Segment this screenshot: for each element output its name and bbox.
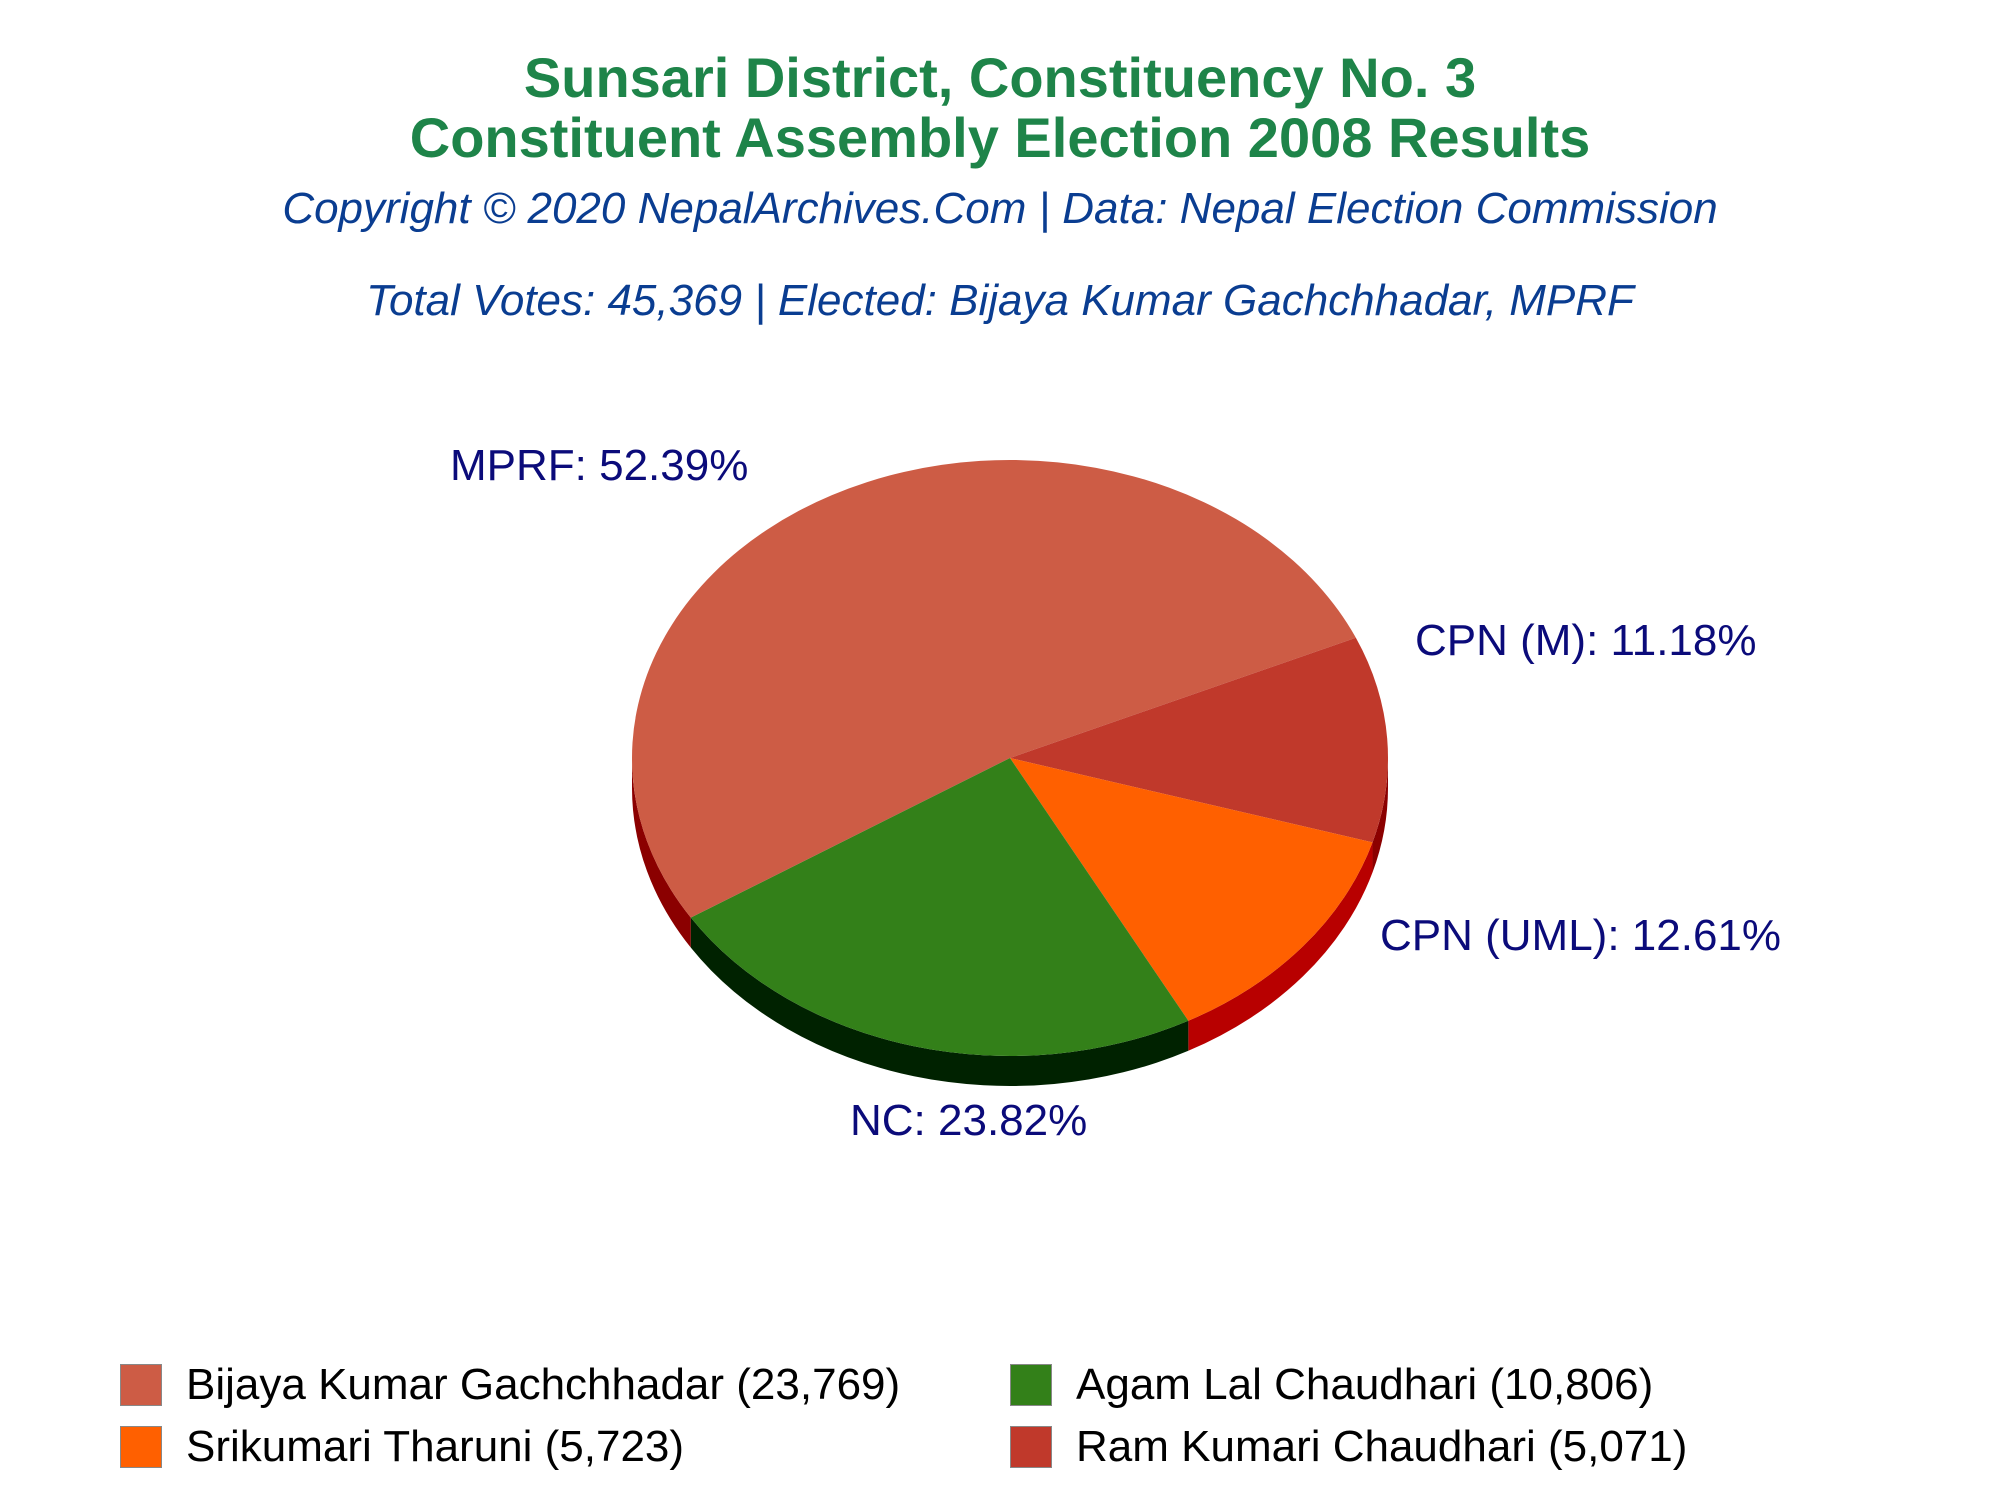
slice-label: MPRF: 52.39% xyxy=(450,441,748,490)
legend-item: Agam Lal Chaudhari (10,806) xyxy=(1010,1360,1653,1410)
pie-chart: MPRF: 52.39% CPN (M): 11.18% CPN (UML): 12… xyxy=(450,441,1781,1145)
slice-labels: MPRF: 52.39% CPN (M): 11.18% CPN (UML): 12… xyxy=(450,441,1781,1145)
pie-slices xyxy=(632,460,1388,1056)
legend-item: Bijaya Kumar Gachchhadar (23,769) xyxy=(120,1360,900,1410)
summary-line: Total Votes: 45,369 | Elected: Bijaya Ku… xyxy=(366,276,1634,325)
legend-label: Agam Lal Chaudhari (10,806) xyxy=(1076,1360,1654,1409)
legend-item: Srikumari Tharuni (5,723) xyxy=(120,1422,684,1472)
pie-sides xyxy=(632,758,1388,1086)
pie-slice-side xyxy=(632,758,691,948)
pie-slice-side xyxy=(690,917,1189,1086)
legend-label: Srikumari Tharuni (5,723) xyxy=(186,1422,685,1471)
legend-swatch xyxy=(120,1426,162,1468)
pie-slice-mprf xyxy=(632,460,1356,918)
pie-slice-side xyxy=(1372,758,1388,873)
legend-label: Ram Kumari Chaudhari (5,071) xyxy=(1076,1422,1688,1471)
legend-swatch xyxy=(1010,1426,1052,1468)
pie-slice-side xyxy=(1188,842,1373,1051)
copyright-line: Copyright © 2020 NepalArchives.Com | Dat… xyxy=(282,184,1718,233)
legend-item: Ram Kumari Chaudhari (5,071) xyxy=(1010,1422,1687,1472)
legend-label: Bijaya Kumar Gachchhadar (23,769) xyxy=(186,1360,901,1409)
pie-slice-nc xyxy=(690,758,1189,1056)
slice-label: CPN (M): 11.18% xyxy=(1415,616,1757,665)
slice-label: NC: 23.82% xyxy=(850,1096,1087,1145)
chart-title-line1: Sunsari District, Constituency No. 3 xyxy=(523,46,1477,109)
pie-slice-cpn-m xyxy=(1010,637,1388,843)
legend-swatch xyxy=(120,1364,162,1406)
pie-slice-cpn-uml xyxy=(1010,758,1373,1021)
chart-title-line2: Constituent Assembly Election 2008 Resul… xyxy=(409,106,1591,169)
legend-swatch xyxy=(1010,1364,1052,1406)
slice-label: CPN (UML): 12.61% xyxy=(1380,911,1781,960)
